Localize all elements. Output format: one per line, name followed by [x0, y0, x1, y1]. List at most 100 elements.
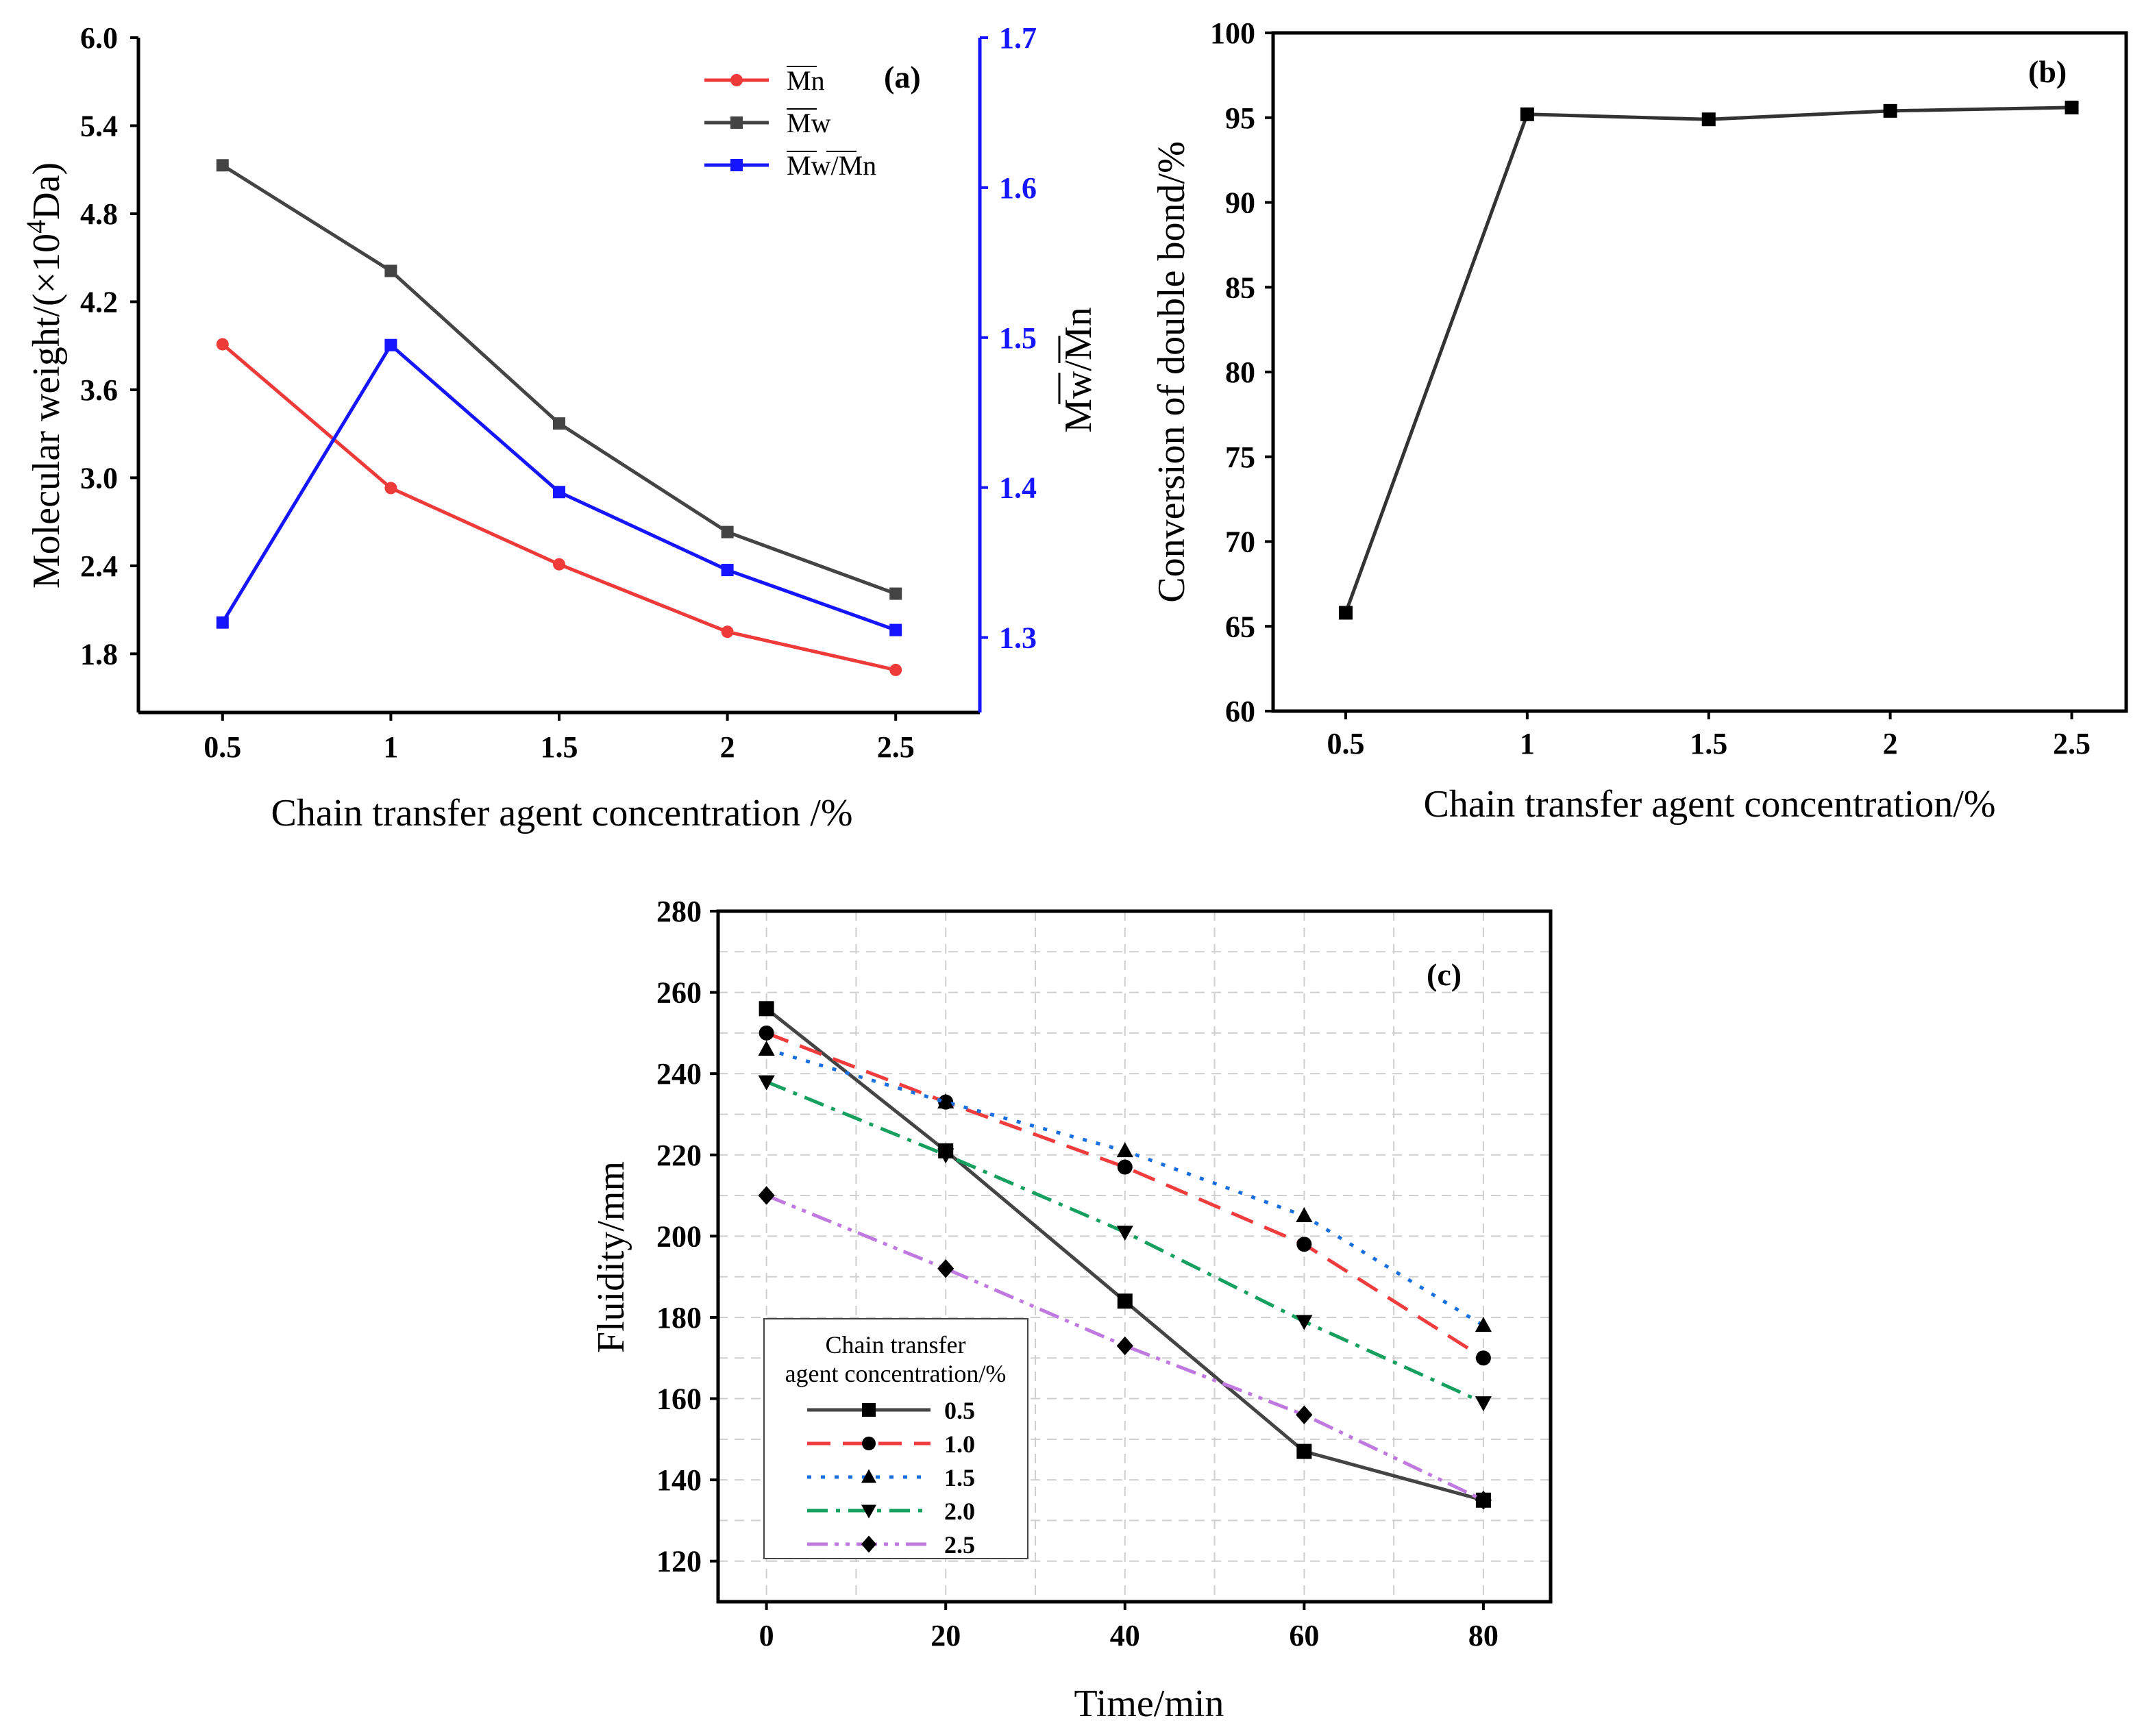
panel-a-y-tick-label: 4.8	[80, 197, 118, 231]
panel-a-y2-tick-label: 1.5	[999, 321, 1037, 355]
panel-c-legend-box	[763, 1318, 1028, 1559]
panel-b-y-tick-label: 65	[1225, 610, 1255, 643]
panel-a-y2-axis-label: Mw/Mn	[1057, 307, 1100, 433]
panel-a-x-tick-label: 2.5	[877, 730, 915, 764]
panel-c-series-1-0-point	[1117, 1159, 1133, 1175]
panel-b-y-axis-label: Conversion of double bond/%	[1150, 141, 1193, 602]
panel-a-mn-point	[216, 338, 229, 351]
panel-c-x-tick-label: 0	[759, 1619, 774, 1652]
svg-text:Mw/Mn: Mw/Mn	[787, 150, 876, 181]
panel-a-data-marks	[216, 159, 902, 676]
panel-b-y-tick-label: 95	[1225, 101, 1255, 135]
panel-a-mw-point	[384, 264, 397, 277]
panel-a-y2-tick-label: 1.6	[999, 171, 1037, 205]
panel-a-legend-mn-marker	[730, 74, 743, 86]
svg-text:Mw: Mw	[787, 108, 831, 138]
panel-b-conversion-line	[1344, 106, 2072, 614]
panel-c-y-tick-label: 140	[656, 1463, 702, 1497]
panel-a-mw-mn-point	[889, 623, 902, 636]
panel-b-x-axis-label: Chain transfer agent concentration/%	[1424, 783, 1996, 826]
panel-c-legend-series-2-5-label: 2.5	[944, 1531, 975, 1559]
panel-a-molecular-weight-chart: 6.0 5.4 4.8 4.2 3.6 3.0 2.4 1.8 1.7 1.6 1.5 1.4 1.3 0…	[21, 21, 1100, 834]
panel-c-ticks: 280 260 240 220 200 180 160 140 120 0 20 40 60 80	[656, 895, 1499, 1652]
panel-c-series-1-0-point	[1296, 1237, 1312, 1252]
panel-c-x-tick-label: 80	[1468, 1619, 1499, 1652]
panel-a-legend-mn-label: Mn	[787, 65, 825, 96]
panel-b-y-tick-label: 85	[1225, 271, 1255, 304]
panel-b-conversion-point	[2065, 100, 2079, 114]
panel-c-frame	[716, 909, 1553, 1604]
panel-c-legend-series-1-5-marker	[861, 1469, 876, 1483]
panel-c-series-2-0-point	[1116, 1226, 1133, 1241]
panel-b-y-tick-label: 80	[1225, 356, 1255, 389]
panel-b-conversion-point	[1701, 112, 1716, 127]
panel-b-y-tick-label: 70	[1225, 525, 1255, 559]
panel-a-mn-point	[889, 663, 902, 676]
panel-a-mw-point	[553, 417, 565, 430]
panel-c-series-2-5-point	[937, 1259, 954, 1278]
panel-a-label: (a)	[884, 60, 921, 95]
panel-c-series-1-5-point	[758, 1040, 775, 1056]
panel-b-y-tick-label: 100	[1210, 16, 1255, 50]
panel-c-y-tick-label: 180	[656, 1301, 702, 1335]
panel-c-series-1-5-line	[765, 1047, 1485, 1327]
panel-a-legend-mw-mn-label: Mw/Mn	[787, 150, 876, 181]
panel-a-mw-mn-point	[721, 564, 734, 577]
panel-c-series-1-5-point	[1296, 1207, 1313, 1223]
panel-a-y-axis-label: Molecular weight/(×104Da)	[21, 162, 68, 588]
panel-a-y-tick-label: 2.4	[80, 549, 118, 583]
panel-c-x-axis-label: Time/min	[1074, 1683, 1224, 1725]
panel-c-series-2-0-point	[1296, 1315, 1313, 1330]
panel-b-x-tick-label: 0.5	[1327, 727, 1364, 760]
panel-c-y-tick-label: 200	[656, 1219, 702, 1253]
panel-b-conversion-point	[1338, 606, 1353, 620]
panel-a-x-tick-label: 1	[383, 730, 398, 764]
panel-b-x-tick-label: 1	[1520, 727, 1535, 760]
panel-c-series-1-5-point	[1475, 1317, 1492, 1332]
panel-c-series-0-5-point	[1296, 1443, 1312, 1459]
panel-c-legend: Chain transfer agent concentration/% 0.5…	[763, 1318, 1028, 1559]
panel-c-y-tick-label: 280	[656, 895, 702, 928]
panel-a-x-tick-label: 1.5	[541, 730, 578, 764]
panel-c-series-2-5-line	[765, 1193, 1484, 1502]
panel-c-series-0-5-point	[1117, 1293, 1133, 1309]
panel-a-y-tick-label: 3.0	[80, 461, 118, 495]
panel-a-mn-point	[384, 482, 397, 495]
panel-c-data-marks	[758, 1001, 1492, 1510]
panel-a-y-tick-label: 3.6	[80, 373, 118, 407]
panel-c-y-axis-label: Fluidity/mm	[590, 1161, 632, 1353]
panel-a-mn-line	[221, 343, 896, 672]
panel-c-legend-title-line1: Chain transfer	[826, 1331, 966, 1359]
panel-a-mw-line	[221, 164, 897, 595]
panel-c-y-tick-label: 260	[656, 976, 702, 1010]
panel-b-x-tick-label: 2	[1883, 727, 1898, 760]
panel-b-conversion-point	[1520, 107, 1534, 121]
panel-a-x-tick-label: 2	[720, 730, 735, 764]
panel-a-y-tick-label: 5.4	[80, 109, 118, 142]
panel-c-y-tick-label: 220	[656, 1139, 702, 1172]
panel-a-mw-point	[721, 525, 734, 538]
panel-c-series-2-5-point	[1296, 1405, 1313, 1424]
panel-a-legend-mw-mn-marker	[730, 159, 743, 171]
panel-a-x-tick-label: 0.5	[204, 730, 241, 764]
panel-c-legend-title-line2: agent concentration/%	[785, 1360, 1007, 1387]
panel-b-conversion-chart: 100 95 90 85 80 75 70 65 60 0.5 1 1.5 2 2.5 (b) Chain…	[1150, 16, 2128, 826]
panel-a-y-tick-label: 6.0	[80, 21, 118, 55]
svg-text:Mw/Mn: Mw/Mn	[1057, 307, 1100, 433]
panel-c-y-tick-label: 160	[656, 1382, 702, 1416]
panel-a-mw-point	[889, 587, 902, 600]
panel-c-x-tick-label: 40	[1110, 1619, 1140, 1652]
panel-c-series-2-0-point	[937, 1148, 954, 1164]
panel-c-legend-series-1-0-marker	[862, 1437, 876, 1450]
panel-c-label: (c)	[1427, 957, 1462, 992]
panel-c-series-1-5-point	[1116, 1142, 1133, 1158]
panel-c-series-2-5-point	[1475, 1491, 1492, 1510]
panel-c-legend-series-0-5-marker	[862, 1403, 876, 1417]
panel-c-series-1-0-point	[1475, 1350, 1491, 1366]
panel-c-series-1-0-line	[765, 1031, 1485, 1360]
panel-a-y2-tick-label: 1.7	[999, 21, 1037, 55]
panel-c-legend-series-2-0-label: 2.0	[944, 1498, 975, 1525]
panel-b-y-tick-label: 75	[1225, 441, 1255, 474]
panel-a-mw-mn-point	[216, 616, 229, 629]
panel-a-y-tick-label: 1.8	[80, 637, 118, 671]
